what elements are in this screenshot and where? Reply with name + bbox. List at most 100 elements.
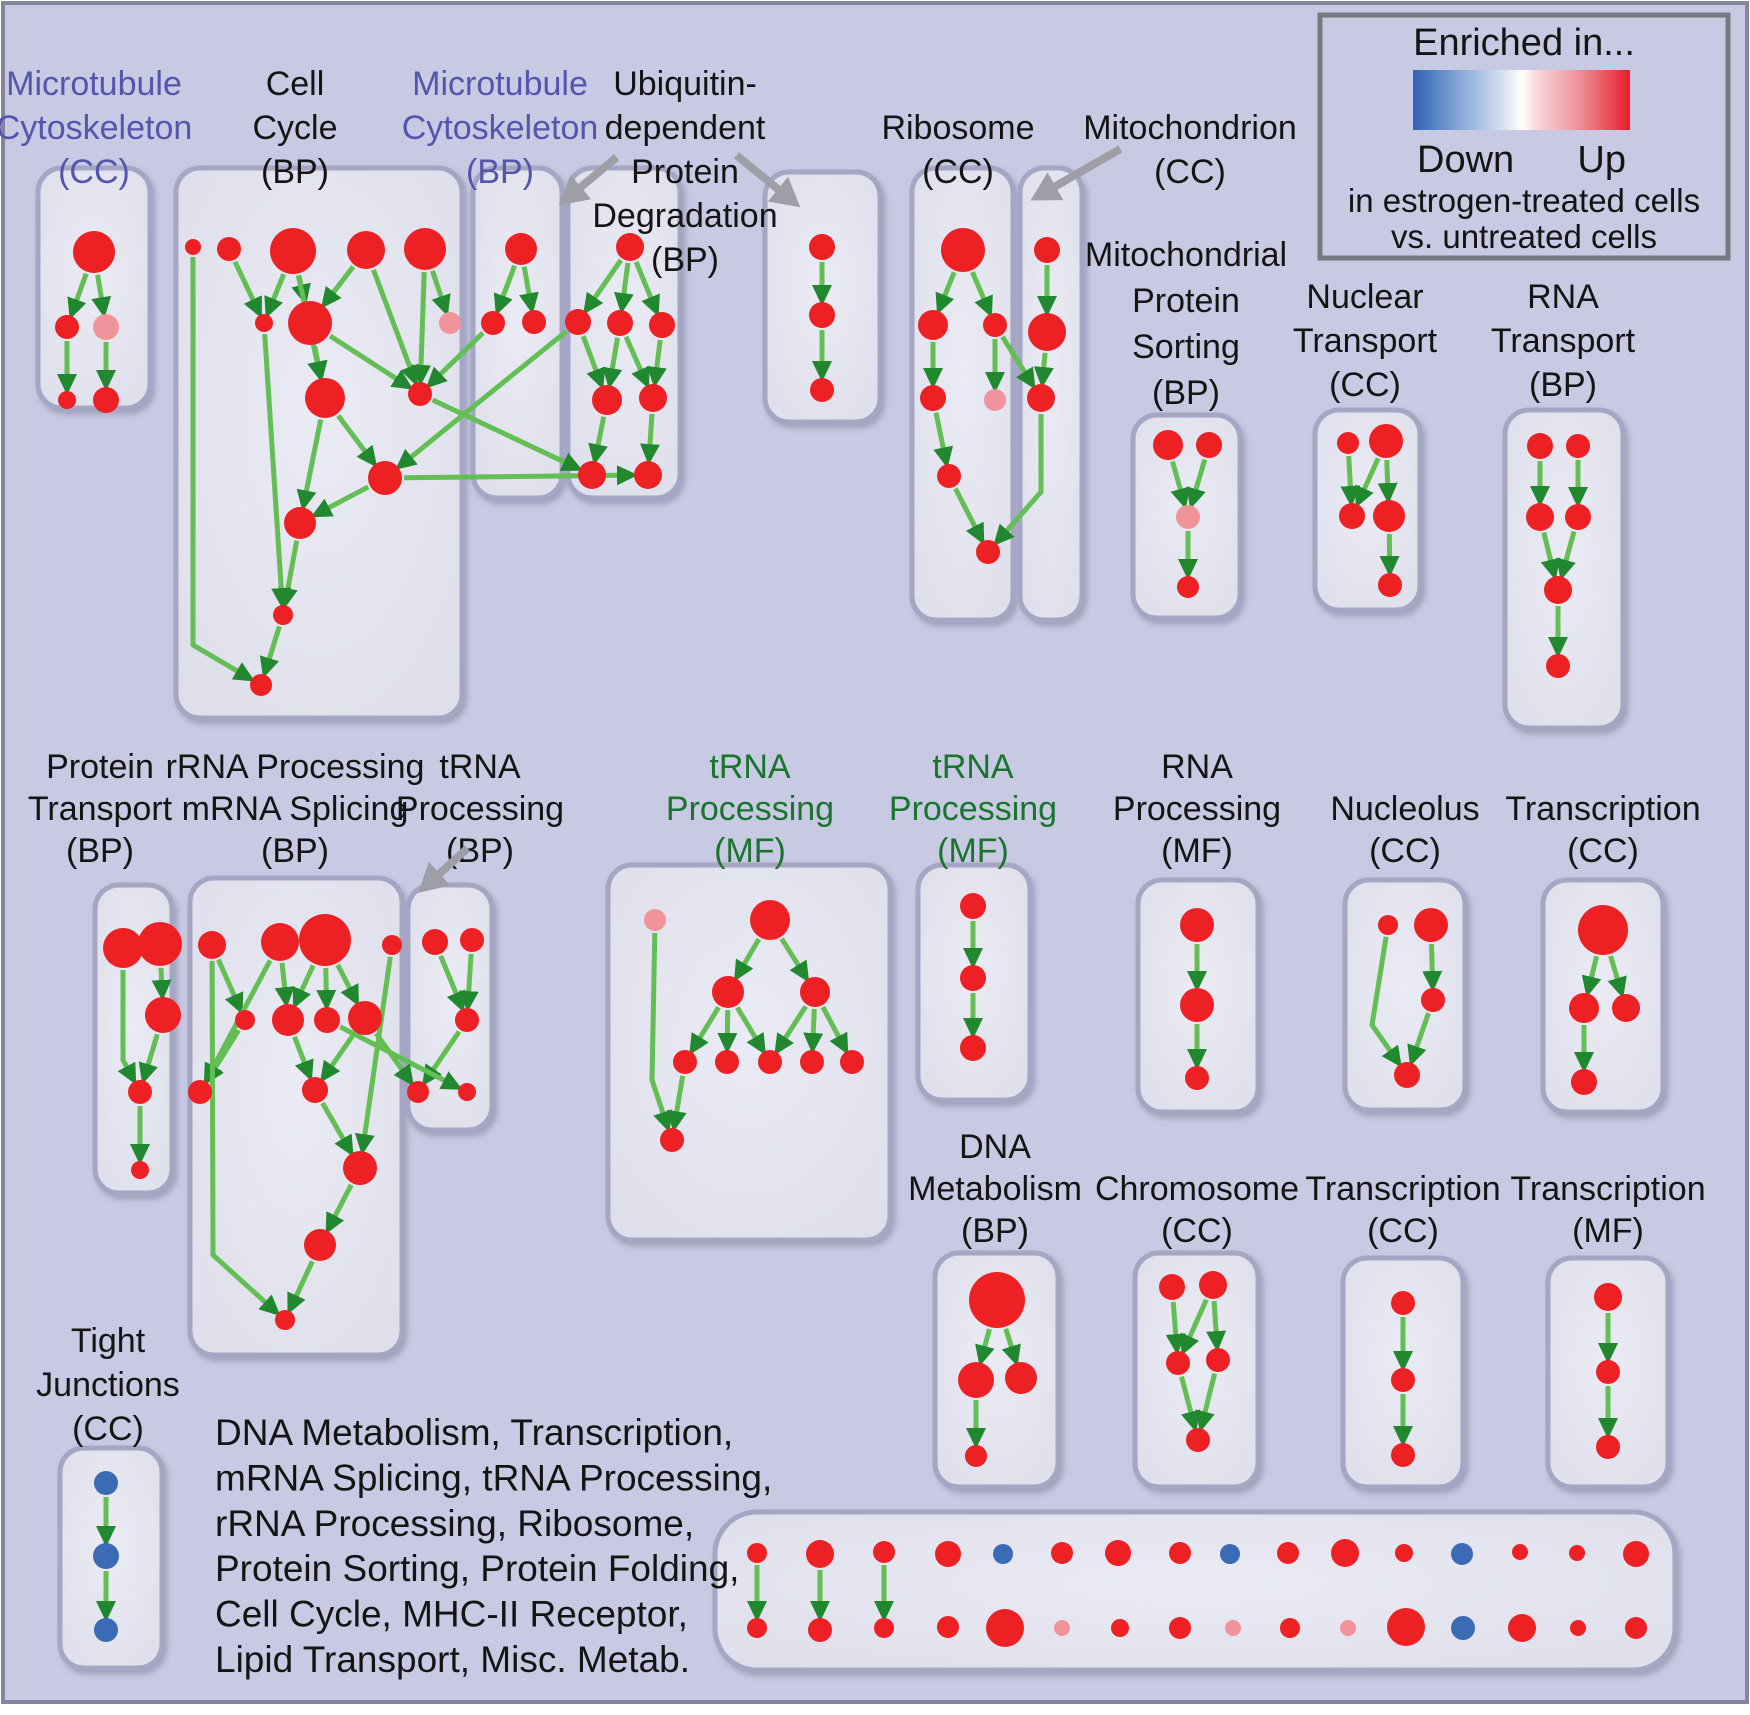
label-transcription-mf-line0: Transcription <box>1510 1170 1705 1208</box>
go-term-node-red <box>1623 1541 1649 1567</box>
edge-arrow <box>933 412 953 469</box>
note-line-1: mRNA Splicing, tRNA Processing, <box>215 1457 772 1498</box>
go-term-node-red <box>634 461 662 489</box>
go-term-node-red <box>128 1080 152 1104</box>
go-term-node-red <box>1395 1544 1413 1562</box>
go-term-node-red <box>983 313 1007 337</box>
edge-arrow <box>993 414 1044 546</box>
go-term-node-blue <box>93 1543 119 1569</box>
go-term-node-red <box>976 540 1000 564</box>
go-term-node-red <box>261 923 299 961</box>
edge-arrow <box>458 953 479 1013</box>
label-trna-processing-bp-line0: tRNA <box>439 748 521 786</box>
go-term-node-red <box>382 935 402 955</box>
edge-arrow <box>395 329 568 470</box>
edge-arrow <box>1369 936 1402 1068</box>
label-microtubule-cytoskeleton-bp-line0: Microtubule <box>412 65 588 103</box>
go-term-node-red <box>840 1050 864 1074</box>
label-ubiquitin-dependent-protein-degradation-bp-line1: dependent <box>605 109 766 147</box>
edge-arrow <box>1000 335 1036 390</box>
label-trna-processing-mf-small-line0: tRNA <box>932 748 1014 786</box>
go-term-node-red <box>808 1618 832 1642</box>
edge-arrow <box>666 1075 687 1133</box>
edge-arrow <box>953 487 985 545</box>
go-term-node-red <box>302 1077 328 1103</box>
go-term-node-red <box>965 1445 987 1467</box>
go-term-node-blue <box>993 1544 1013 1564</box>
label-ribosome-cc-line0: Ribosome <box>881 109 1034 147</box>
legend-title: Enriched in... <box>1413 22 1635 64</box>
go-term-node-red <box>284 507 316 539</box>
box-mixed-terms-summary <box>712 1509 1678 1673</box>
go-term-node-red <box>1378 915 1398 935</box>
go-term-node-pink <box>439 312 461 334</box>
label-rna-processing-mf-line1: Processing <box>1113 790 1281 828</box>
label-trna-processing-mf-large-line1: Processing <box>666 790 834 828</box>
note-line-0: DNA Metabolism, Transcription, <box>215 1412 733 1453</box>
edge-arrow <box>1407 1012 1431 1067</box>
label-protein-transport-bp-line0: Protein <box>46 748 154 786</box>
go-term-node-red <box>103 928 143 968</box>
go-term-node-red <box>1594 1283 1622 1311</box>
label-protein-transport-bp-line1: Transport <box>28 790 173 828</box>
edge-arrow <box>1377 459 1398 504</box>
go-term-node-red <box>1421 988 1445 1012</box>
go-term-node-red <box>660 1128 684 1152</box>
edge-arrow <box>1165 1301 1186 1356</box>
label-pointer-arrow <box>1030 145 1123 201</box>
edge-arrow <box>633 260 660 317</box>
edge-arrow <box>316 967 337 1011</box>
edge-arrow <box>646 339 667 389</box>
go-term-node-red <box>810 378 834 402</box>
go-term-node-red <box>616 233 644 261</box>
label-mitochondrion-cc-line0: Mitochondrion <box>1083 109 1297 147</box>
label-ribosome-cc-line1: (CC) <box>922 153 994 191</box>
edge-arrow <box>310 484 370 518</box>
go-term-node-red <box>1180 908 1214 942</box>
edge-arrow <box>1180 1298 1209 1356</box>
go-term-node-red <box>185 239 201 255</box>
go-term-node-red <box>715 1050 739 1074</box>
go-term-node-red <box>873 1541 895 1563</box>
go-term-node-red <box>750 900 790 940</box>
go-term-node-red <box>565 309 591 335</box>
label-nucleolus-cc-line1: (CC) <box>1369 832 1441 870</box>
go-term-node-red <box>920 385 946 411</box>
edge-arrow <box>374 1031 414 1087</box>
label-trna-processing-mf-large-line0: tRNA <box>709 748 791 786</box>
label-transcription-cc-bottom-line0: Transcription <box>1305 1170 1500 1208</box>
edge-arrow <box>335 963 359 1007</box>
go-term-node-red <box>1391 1368 1415 1392</box>
label-microtubule-cytoskeleton-cc-line2: (CC) <box>58 153 130 191</box>
go-term-node-red <box>1277 1542 1299 1564</box>
go-term-node-red <box>1369 424 1403 458</box>
label-rna-transport-bp-line1: Transport <box>1491 322 1636 360</box>
go-term-node-red <box>58 391 76 409</box>
go-term-node-red <box>800 1050 824 1074</box>
go-term-node-red <box>1569 993 1599 1023</box>
go-term-node-red <box>1546 654 1570 678</box>
go-term-node-red <box>960 893 986 919</box>
go-term-node-red <box>1512 1544 1528 1560</box>
edge-arrow <box>287 1260 315 1315</box>
edge-arrow <box>774 1004 808 1056</box>
edge-arrow <box>820 1005 849 1055</box>
go-term-node-red <box>1612 994 1640 1022</box>
label-transcription-cc-bottom-line1: (CC) <box>1367 1212 1439 1250</box>
go-term-node-red <box>874 1618 894 1638</box>
go-term-node-red <box>941 228 985 272</box>
go-term-node-red <box>1159 1274 1185 1300</box>
go-term-node-red <box>806 1540 834 1568</box>
edge-arrow <box>325 1183 354 1235</box>
go-term-node-blue <box>1451 1616 1475 1640</box>
go-term-node-red <box>1570 1620 1586 1636</box>
edge-arrow <box>970 271 993 318</box>
go-term-node-pink <box>93 314 119 340</box>
legend-box <box>1317 12 1731 261</box>
edge-arrow <box>320 1032 357 1083</box>
go-term-node-red <box>1034 237 1060 263</box>
go-term-node-red <box>217 237 241 261</box>
edge-arrow <box>292 1035 314 1082</box>
